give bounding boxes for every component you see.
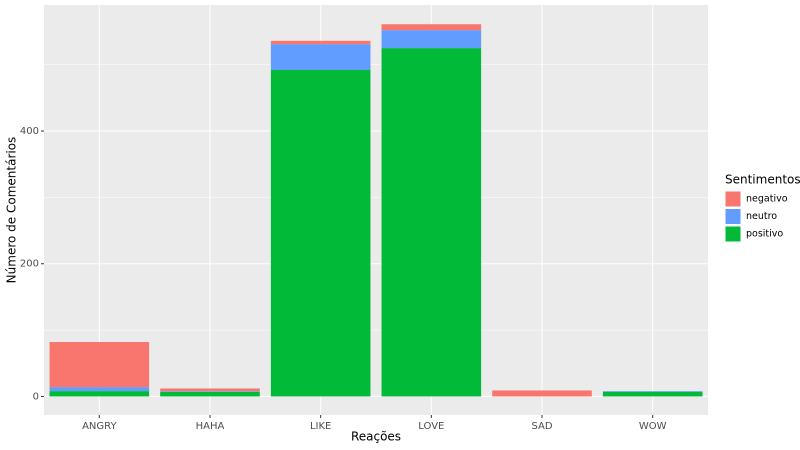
y-tick-label: 0 <box>33 391 39 402</box>
bar-segment <box>49 387 150 392</box>
x-tick-label: ANGRY <box>82 421 117 432</box>
bar-segment <box>49 342 150 388</box>
y-tick-label: 400 <box>20 126 39 137</box>
x-tick-label: LIKE <box>310 421 331 432</box>
bar-segment <box>160 391 260 392</box>
legend-swatch <box>724 190 742 208</box>
bars <box>49 24 703 397</box>
legend-label: neutro <box>746 211 777 222</box>
legend-label: positivo <box>746 229 783 240</box>
bar-segment <box>160 388 260 392</box>
bar-segment <box>49 391 150 397</box>
y-axis-title: Número de Comentários <box>5 137 19 284</box>
bar-segment <box>160 391 260 397</box>
x-axis-title: Reações <box>351 430 401 444</box>
bar-segment <box>381 48 482 397</box>
x-tick-label: LOVE <box>418 421 444 432</box>
y-tick-label: 200 <box>20 259 39 270</box>
legend: negativo neutro positivo <box>724 190 788 243</box>
bar-segment <box>270 44 371 71</box>
x-tick-label: WOW <box>639 421 667 432</box>
legend-title: Sentimentos <box>725 173 800 187</box>
bar-segment <box>270 40 371 45</box>
bar-segment <box>381 24 482 31</box>
bar-segment <box>492 390 592 397</box>
bar-segment <box>381 30 482 49</box>
panel <box>44 5 708 415</box>
legend-label: negativo <box>746 194 788 205</box>
legend-swatch <box>724 225 742 243</box>
x-tick-label: HAHA <box>196 421 225 432</box>
legend-swatch <box>724 208 742 225</box>
bar-segment <box>270 70 371 397</box>
bar-segment <box>602 391 703 392</box>
bar-segment <box>602 391 703 397</box>
x-tick-label: SAD <box>531 421 552 432</box>
